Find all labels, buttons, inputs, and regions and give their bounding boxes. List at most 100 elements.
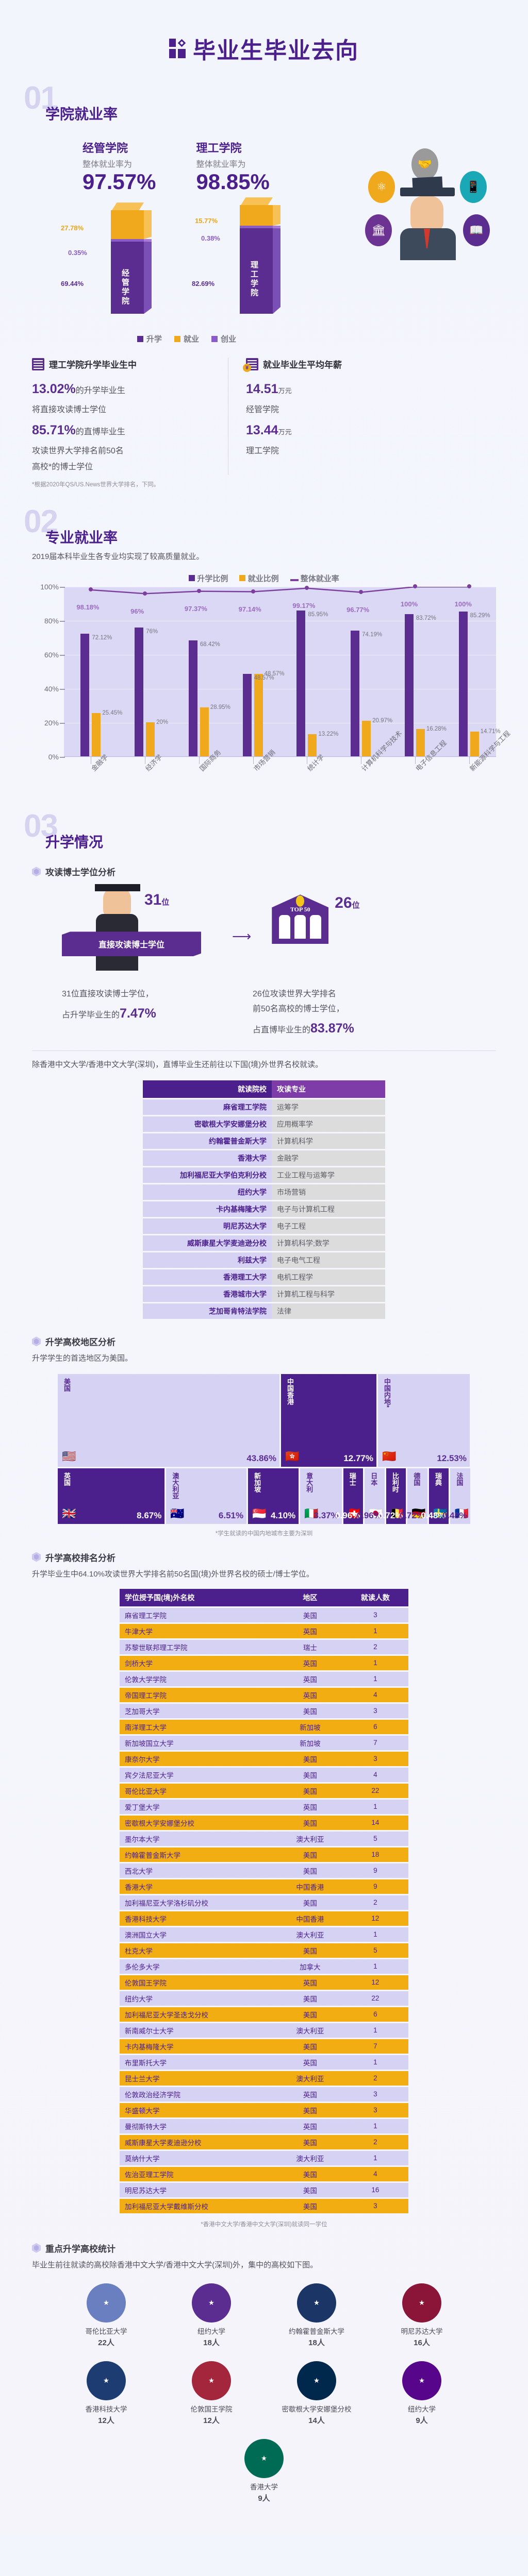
subhead-doctorate: 攻读博士学位分析	[32, 865, 528, 878]
table-cell: 美国	[277, 2182, 342, 2197]
table-cell: 华盛顿大学	[120, 2103, 278, 2117]
table-row: 新加坡国立大学 新加坡 7	[120, 1735, 408, 1750]
legend-item-employ-ratio: 就业比例	[239, 573, 279, 584]
table-cell: 18	[342, 1847, 408, 1862]
treemap-cell: 德国 🇩🇪 0.72%	[400, 1468, 427, 1524]
treemap-percent: 6.51%	[218, 1510, 244, 1520]
table-cell: 香港城市大学	[143, 1286, 272, 1302]
college-name: 理工学院	[196, 142, 242, 155]
panel-doctorate: 理工学院升学毕业生中 13.02%的升学毕业生 将直接攻读博士学位 85.71%…	[32, 358, 228, 475]
university-name: 哥伦比亚大学	[85, 2328, 127, 2335]
university-count: 16人	[414, 2338, 430, 2347]
flag-icon: 🇩🇪	[411, 1506, 426, 1520]
university-logo-card: ★ 香港科技大学 12人	[62, 2361, 150, 2426]
doc-face	[103, 887, 131, 919]
university-logo-card: ★ 明尼苏达大学 16人	[378, 2283, 466, 2348]
table-cell: 美国	[277, 1607, 342, 1622]
table-cell: 麻省理工学院	[143, 1099, 272, 1115]
table-cell: 4	[342, 1687, 408, 1702]
table-cell: 1	[342, 2119, 408, 2133]
table-cell: 密歇根大学安娜堡分校	[143, 1116, 272, 1132]
table-cell: 3	[342, 2087, 408, 2102]
table-row: 墨尔本大学 澳大利亚 5	[120, 1831, 408, 1846]
chart-y-tick: 60%	[33, 651, 65, 659]
section-02-header: 02 专业就业率	[0, 506, 528, 547]
table-cell: 瑞士	[277, 1639, 342, 1654]
ranking-footnote: *香港中文大学/香港中文大学(深圳)就读同一学位	[201, 2221, 327, 2228]
table-cell: 西北大学	[120, 1863, 278, 1878]
table-header-cell: 学位授予国(境)外名校	[120, 1588, 278, 1606]
bar1-further-label: 69.44%	[61, 280, 84, 288]
table-cell: 伦敦大学学院	[120, 1671, 278, 1686]
table-cell: 明尼苏达大学	[120, 2182, 278, 2197]
bar-employ	[362, 721, 371, 757]
top50-badge: TOP 50	[290, 906, 310, 913]
university-count: 9人	[416, 2416, 428, 2425]
bar-employ-value: 13.22%	[318, 731, 339, 737]
table-row: 莫纳什大学 澳大利亚 1	[120, 2150, 408, 2165]
table-cell: 法律	[272, 1303, 385, 1319]
treemap-percent: 12.77%	[343, 1453, 373, 1463]
section-03-header: 03 升学情况	[0, 810, 528, 852]
treemap-region-name: 日本	[370, 1472, 378, 1486]
table-cell: 美国	[277, 1767, 342, 1782]
table-header-row: 就读院校 攻读专业	[143, 1080, 385, 1098]
bar-further-value: 72.12%	[92, 635, 112, 641]
main-title-text: 毕业生毕业去向	[193, 38, 359, 63]
treemap-region-name: 比利时	[391, 1472, 399, 1493]
treemap-region-name: 瑞士	[348, 1472, 356, 1486]
table-cell: 威斯康星大学麦迪逊分校	[143, 1235, 272, 1251]
bar-further-value: 74.19%	[362, 631, 383, 638]
table-cell: 2	[342, 1639, 408, 1654]
table-row: 威斯康星大学麦迪逊分校 计算机科学;数学	[143, 1235, 385, 1251]
table-cell: 2	[342, 1895, 408, 1910]
table-cell: 美国	[277, 1863, 342, 1878]
bar-college-label: 经管学院	[121, 269, 129, 307]
stat-text: 的直博毕业生	[75, 428, 125, 437]
university-logo-card: ★ 香港大学 9人	[220, 2439, 308, 2503]
table-cell: 麻省理工学院	[120, 1607, 278, 1622]
treemap-percent: 12.53%	[437, 1453, 467, 1463]
line-value: 96%	[130, 607, 144, 615]
doctorate-university-table: 就读院校 攻读专业 麻省理工学院 运筹学 密歇根大学安娜堡分校 应用概率学 约翰霍普金斯大学…	[143, 1079, 385, 1320]
legend-item-overall-rate: 整体就业率	[290, 573, 339, 584]
table-cell: 新加坡国立大学	[120, 1735, 278, 1750]
table-cell: 7	[342, 2039, 408, 2054]
table-row: 卡内基梅隆大学 电子与计算机工程	[143, 1201, 385, 1217]
college-rate-label: 整体就业率为	[196, 160, 246, 169]
table-cell: 3	[342, 1703, 408, 1718]
table-cell: 1	[342, 1623, 408, 1638]
table-row: 明尼苏达大学 电子工程	[143, 1218, 385, 1234]
table-cell: 2	[342, 2071, 408, 2086]
university-logo-card: ★ 纽约大学 18人	[168, 2283, 255, 2348]
flag-icon: 🇧🇪	[390, 1506, 405, 1520]
table-cell: 爱丁堡大学	[120, 1799, 278, 1814]
graduate-cap-top	[412, 176, 443, 192]
table-cell: 6	[342, 2007, 408, 2022]
table-cell: 英国	[277, 1671, 342, 1686]
treemap-percent: 0.72%	[399, 1510, 424, 1520]
doctorate-left-card: 直接攻读博士学位 31位	[62, 884, 217, 985]
section-01-header: 01 学院就业率	[0, 82, 528, 124]
treemap-region-name: 澳大利亚	[171, 1472, 179, 1499]
university-name: 明尼苏达大学	[401, 2328, 443, 2335]
treemap-region-name: 中国香港	[286, 1378, 294, 1405]
bar-further-value: 83.72%	[416, 615, 436, 622]
bar-top-face	[111, 202, 144, 212]
table-cell: 美国	[277, 2007, 342, 2022]
table-cell: 电子工程	[272, 1218, 385, 1234]
doc-ribbon: 直接攻读博士学位	[62, 931, 201, 957]
table-cell: 12	[342, 1975, 408, 1990]
table-cell: 约翰霍普金斯大学	[120, 1847, 278, 1862]
treemap-cell: 日本 🇯🇵 0.96%	[357, 1468, 385, 1524]
stat-value: 85.71%	[32, 423, 76, 438]
table-cell: 1	[342, 1927, 408, 1942]
table-row: 约翰霍普金斯大学 计算机科学	[143, 1133, 385, 1149]
table-cell: 明尼苏达大学	[143, 1218, 272, 1234]
table-cell: 加利福尼亚大学戴维斯分校	[120, 2198, 278, 2213]
bar-further	[188, 640, 197, 757]
table-cell: 中国香港	[277, 1911, 342, 1926]
table-cell: 曼彻斯特大学	[120, 2119, 278, 2133]
table-row: 澳洲国立大学 澳大利亚 1	[120, 1927, 408, 1942]
bar1-employ-label: 27.78%	[61, 224, 84, 232]
